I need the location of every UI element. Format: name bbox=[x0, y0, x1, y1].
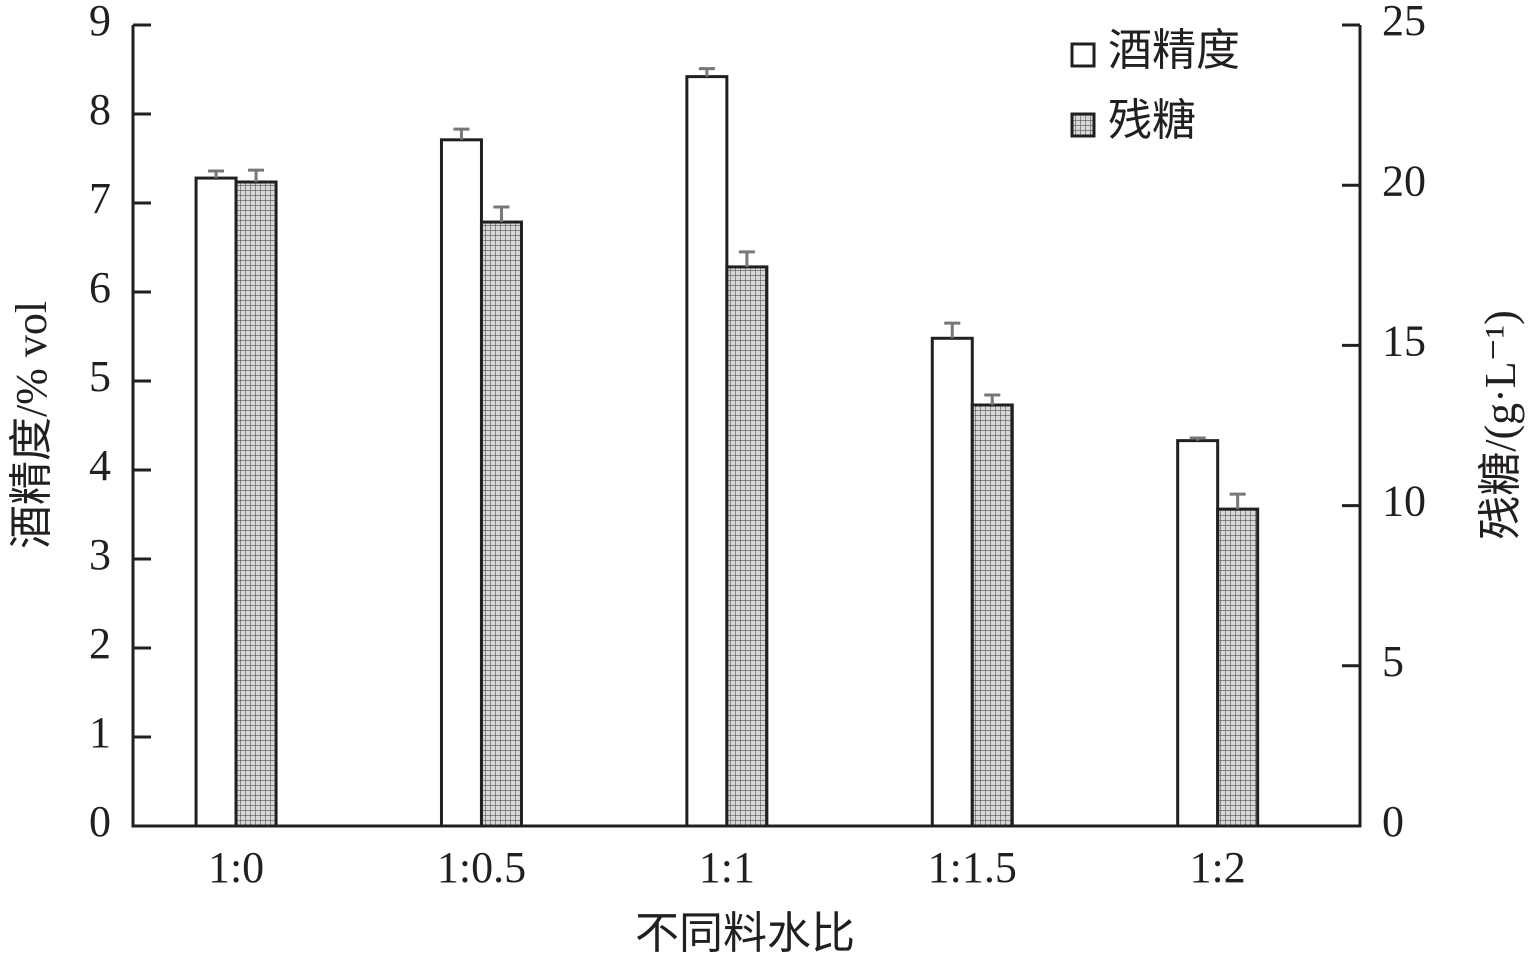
bar bbox=[1216, 507, 1260, 828]
y-tick-label: 5 bbox=[89, 352, 111, 401]
y-tick-label: 9 bbox=[89, 0, 111, 45]
error-bar bbox=[248, 168, 265, 182]
error-bar bbox=[208, 169, 225, 179]
error-bar bbox=[493, 205, 510, 223]
y2-tick-label: 5 bbox=[1382, 637, 1404, 686]
error-bar bbox=[698, 67, 715, 77]
y2-tick-label: 15 bbox=[1382, 316, 1426, 365]
error-bar bbox=[453, 127, 470, 140]
y-axis-label: 酒精度/% vol bbox=[7, 301, 56, 549]
bar bbox=[234, 180, 278, 828]
x-tick-label: 1:0 bbox=[208, 843, 264, 892]
legend-swatch bbox=[1070, 42, 1096, 68]
y2-tick-label: 25 bbox=[1382, 0, 1426, 45]
legend-label: 残糖 bbox=[1108, 96, 1196, 145]
y2-axis-label: 残糖/(g·L⁻¹) bbox=[1476, 310, 1525, 539]
error-bar bbox=[1189, 436, 1206, 441]
bar bbox=[194, 176, 238, 828]
x-axis-label: 不同料水比 bbox=[635, 909, 855, 958]
x-tick-label: 1:1.5 bbox=[928, 843, 1017, 892]
bar bbox=[439, 138, 483, 828]
bar bbox=[685, 75, 729, 828]
legend-label: 酒精度 bbox=[1108, 26, 1240, 75]
y-tick-label: 3 bbox=[89, 530, 111, 579]
error-bar bbox=[738, 250, 755, 267]
x-tick-label: 1:0.5 bbox=[437, 843, 526, 892]
y-tick-label: 6 bbox=[89, 263, 111, 312]
y-tick-label: 7 bbox=[89, 174, 111, 223]
bar bbox=[479, 220, 523, 828]
legend-swatch bbox=[1070, 112, 1096, 138]
y-tick-label: 8 bbox=[89, 85, 111, 134]
x-tick-label: 1:2 bbox=[1190, 843, 1246, 892]
y2-tick-label: 20 bbox=[1382, 156, 1426, 205]
bar bbox=[970, 403, 1014, 828]
y-tick-label: 4 bbox=[89, 441, 111, 490]
error-bar bbox=[984, 393, 1001, 405]
error-bar bbox=[944, 321, 961, 339]
bar bbox=[725, 265, 769, 828]
y-tick-label: 2 bbox=[89, 619, 111, 668]
y2-tick-label: 10 bbox=[1382, 477, 1426, 526]
bar bbox=[930, 336, 974, 828]
y-tick-label: 1 bbox=[89, 708, 111, 757]
bar bbox=[1176, 439, 1220, 828]
error-bar bbox=[1229, 492, 1246, 510]
y-tick-label: 0 bbox=[89, 797, 111, 846]
x-tick-label: 1:1 bbox=[699, 843, 755, 892]
y2-tick-label: 0 bbox=[1382, 797, 1404, 846]
